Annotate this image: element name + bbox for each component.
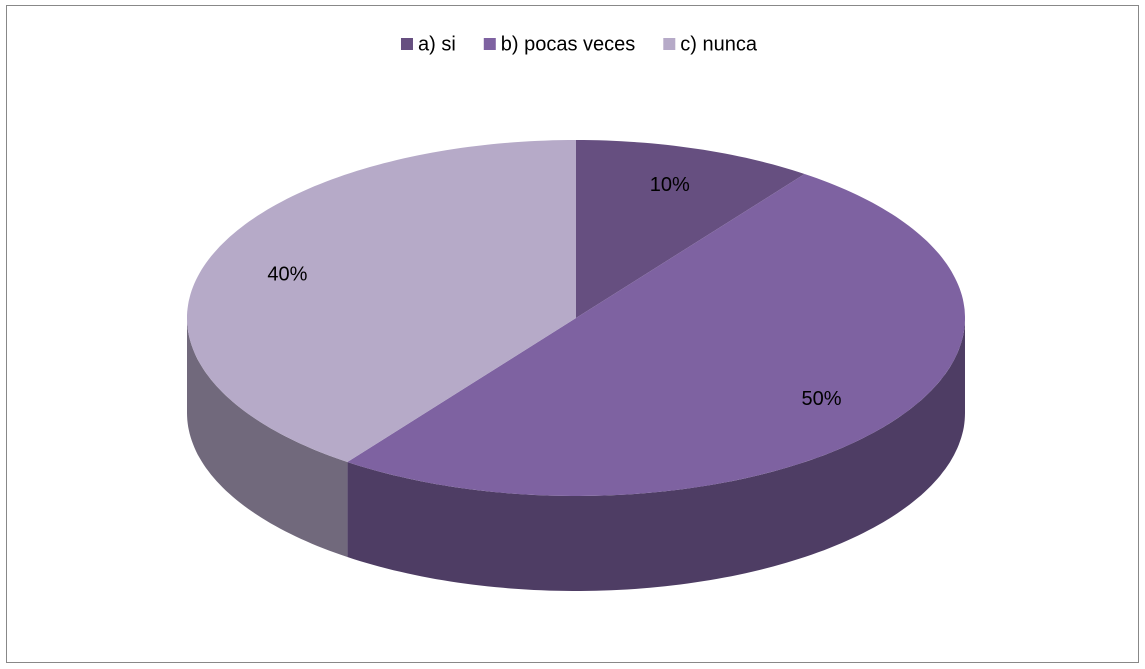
legend-swatch	[663, 38, 676, 50]
pie-slice	[576, 140, 805, 318]
legend: a) si b) pocas veces c) nunca	[400, 33, 758, 55]
data-label: 50%	[801, 388, 841, 410]
pie-slice	[187, 140, 576, 462]
legend-swatch	[400, 38, 413, 50]
legend-label: a) si	[418, 33, 456, 55]
data-label: 10%	[650, 174, 690, 196]
pie-side	[187, 318, 348, 557]
pie-side	[347, 318, 965, 591]
legend-label: b) pocas veces	[501, 33, 636, 55]
legend-label: c) nunca	[680, 33, 758, 55]
legend-swatch	[483, 38, 496, 50]
pie-slice	[347, 174, 965, 496]
data-label: 40%	[267, 263, 307, 285]
